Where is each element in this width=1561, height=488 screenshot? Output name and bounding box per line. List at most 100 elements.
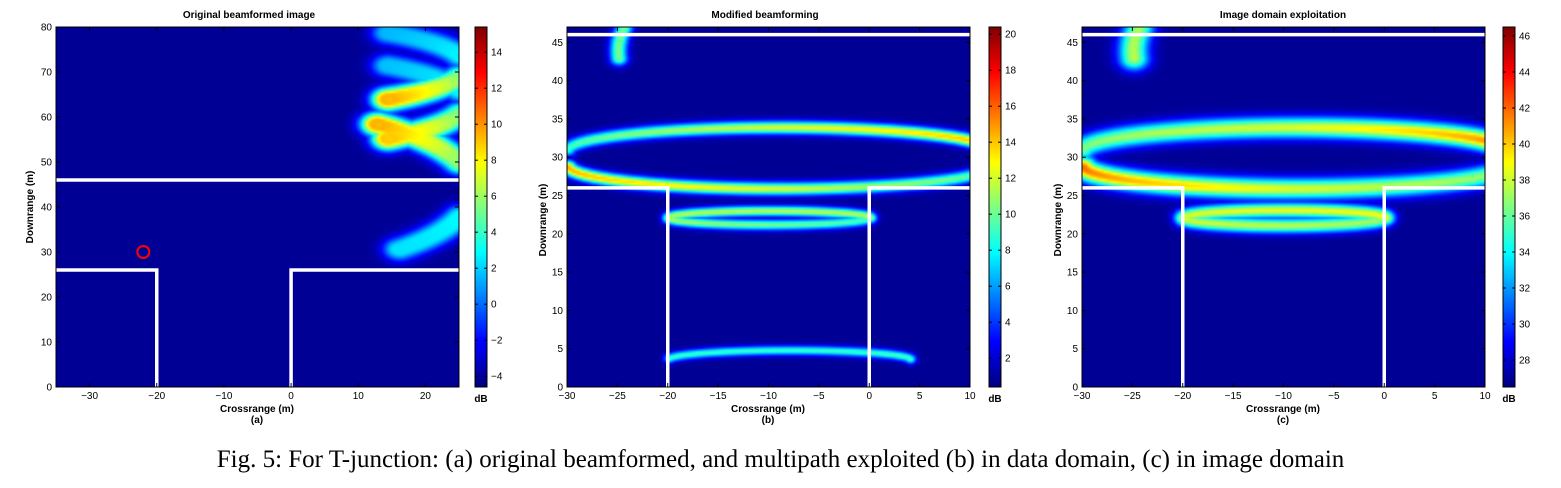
x-tick-label: −15: [1225, 391, 1242, 402]
x-tick-label: 0: [866, 391, 872, 402]
panel-b-title: Modified beamforming: [711, 10, 818, 21]
y-tick-label: 30: [1067, 153, 1079, 164]
colorbar-tick-label: 8: [1005, 246, 1011, 257]
y-tick-label: 60: [41, 113, 53, 124]
colorbar-tick-label: 18: [1005, 66, 1017, 77]
y-tick-label: 35: [552, 114, 564, 125]
panel-a-title: Original beamformed image: [183, 10, 316, 21]
colorbar-tick-label: 2: [1005, 354, 1011, 365]
panel-b-heatmap: [567, 27, 970, 387]
panel-a-xlabel: Crossrange (m): [220, 404, 294, 415]
colorbar-tick-label: 40: [1519, 140, 1531, 151]
y-tick-label: 30: [552, 153, 564, 164]
figure: Original beamformed image −30 −20 −10 0 10 20…: [25, 10, 1531, 426]
y-tick-label: 10: [1067, 306, 1079, 317]
y-tick-label: 0: [1072, 383, 1078, 394]
x-tick-label: −5: [1328, 391, 1340, 402]
y-tick-label: 50: [41, 158, 53, 169]
colorbar-tick-label: 20: [1005, 30, 1017, 41]
wall-1: [567, 186, 670, 387]
colorbar-tick-label: −4: [491, 372, 503, 383]
panel-b-ylabel: Downrange (m): [538, 184, 549, 257]
panel-c-title: Image domain exploitation: [1220, 10, 1346, 21]
y-tick-label: 35: [1067, 114, 1079, 125]
panel-c-sublabel: (c): [1277, 415, 1289, 426]
panel-a-walls: [56, 178, 459, 387]
colorbar-tick-label: 12: [491, 84, 503, 95]
y-tick-label: 40: [1067, 76, 1079, 87]
y-tick-label: 5: [1072, 344, 1078, 355]
y-tick-label: 0: [46, 383, 52, 394]
panel-b-colorbar-frame: [988, 26, 1002, 388]
colorbar-tick-label: 12: [1005, 174, 1017, 185]
panel-c: Image domain exploitation −30 −25 −20 −15 −1…: [1053, 10, 1531, 426]
panel-b-walls: [567, 32, 970, 387]
colorbar-tick-label: 14: [1005, 138, 1017, 149]
colorbar-tick-label: 44: [1519, 68, 1531, 79]
colorbar-tick-label: 42: [1519, 104, 1531, 115]
x-tick-label: 5: [1432, 391, 1438, 402]
panel-a-heatmap: [56, 27, 459, 387]
x-tick-label: 5: [917, 391, 923, 402]
panel-c-colorbar-ticks: 28 30 32 34 36 38 40 42 44 46: [1503, 32, 1531, 367]
y-tick-label: 80: [41, 23, 53, 34]
x-tick-label: −30: [81, 391, 98, 402]
y-tick-label: 15: [552, 268, 564, 279]
panel-b: Modified beamforming −30 −25 −20 −15 −10 −5 0 5…: [538, 10, 1017, 426]
y-tick-label: 20: [41, 293, 53, 304]
panel-a-colorbar-ticks: −4 −2 0 2 4 6 8 10 12 14: [475, 48, 503, 383]
x-tick-label: −10: [760, 391, 777, 402]
figure-caption: Fig. 5: For T-junction: (a) original bea…: [216, 446, 1345, 473]
y-tick-label: 20: [552, 229, 564, 240]
x-tick-label: −20: [659, 391, 676, 402]
colorbar-tick-label: 30: [1519, 320, 1531, 331]
x-tick-label: −10: [215, 391, 232, 402]
wall-2: [1382, 186, 1485, 387]
y-tick-label: 70: [41, 68, 53, 79]
panel-c-xlabel: Crossrange (m): [1246, 404, 1320, 415]
colorbar-tick-label: 4: [491, 228, 497, 239]
colorbar-tick-label: −2: [491, 336, 503, 347]
colorbar-tick-label: 8: [491, 156, 497, 167]
panel-a: Original beamformed image −30 −2 0 −10 0 10 20…: [25, 10, 503, 426]
panel-c-colorbar-frame: [1502, 26, 1516, 388]
y-tick-label: 15: [1067, 268, 1079, 279]
colorbar-tick-label: 36: [1519, 212, 1531, 223]
colorbar-tick-label: 4: [1005, 318, 1011, 329]
y-tick-label: 25: [1067, 191, 1079, 202]
colorbar-tick-label: 46: [1519, 32, 1531, 43]
colorbar-tick-label: 6: [491, 192, 497, 203]
panel-c-y-ticks: 0 5 10 15 20 25 30 35 40 45: [1067, 38, 1485, 394]
colorbar-tick-label: 32: [1519, 284, 1531, 295]
wall-1: [1082, 186, 1185, 387]
panel-a-red-circle-marker: [136, 245, 151, 259]
x-tick-label: 10: [1479, 391, 1491, 402]
panel-c-ylabel: Downrange (m): [1053, 184, 1064, 257]
panel-c-walls: [1082, 32, 1485, 387]
y-tick-label: 30: [41, 248, 53, 259]
panel-a-sublabel: (a): [251, 415, 263, 426]
wall-2: [289, 268, 459, 387]
y-tick-label: 40: [41, 203, 53, 214]
colorbar-tick-label: 0: [491, 300, 497, 311]
x-tick-label: −25: [609, 391, 626, 402]
colorbar-tick-label: 10: [491, 120, 503, 131]
y-tick-label: 45: [552, 38, 564, 49]
panel-c-colorbar: [1503, 27, 1515, 387]
panel-b-sublabel: (b): [762, 415, 775, 426]
colorbar-tick-label: 2: [491, 264, 497, 275]
x-tick-label: 0: [1381, 391, 1387, 402]
panel-a-colorbar-label: dB: [474, 394, 487, 405]
x-tick-label: −25: [1124, 391, 1141, 402]
panel-a-colorbar: [475, 27, 487, 387]
panel-a-colorbar-frame: [474, 26, 488, 388]
panel-c-colorbar-label: dB: [1502, 394, 1515, 405]
colorbar-tick-label: 28: [1519, 356, 1531, 367]
colorbar-tick-label: 14: [491, 48, 503, 59]
x-tick-label: −30: [559, 391, 576, 402]
x-tick-label: −15: [710, 391, 727, 402]
x-tick-label: −10: [1275, 391, 1292, 402]
x-tick-label: −20: [1174, 391, 1191, 402]
panel-a-ylabel: Downrange (m): [25, 171, 36, 244]
panel-b-y-ticks: 0 5 10 15 20 25 30 35 40 45: [552, 38, 970, 394]
